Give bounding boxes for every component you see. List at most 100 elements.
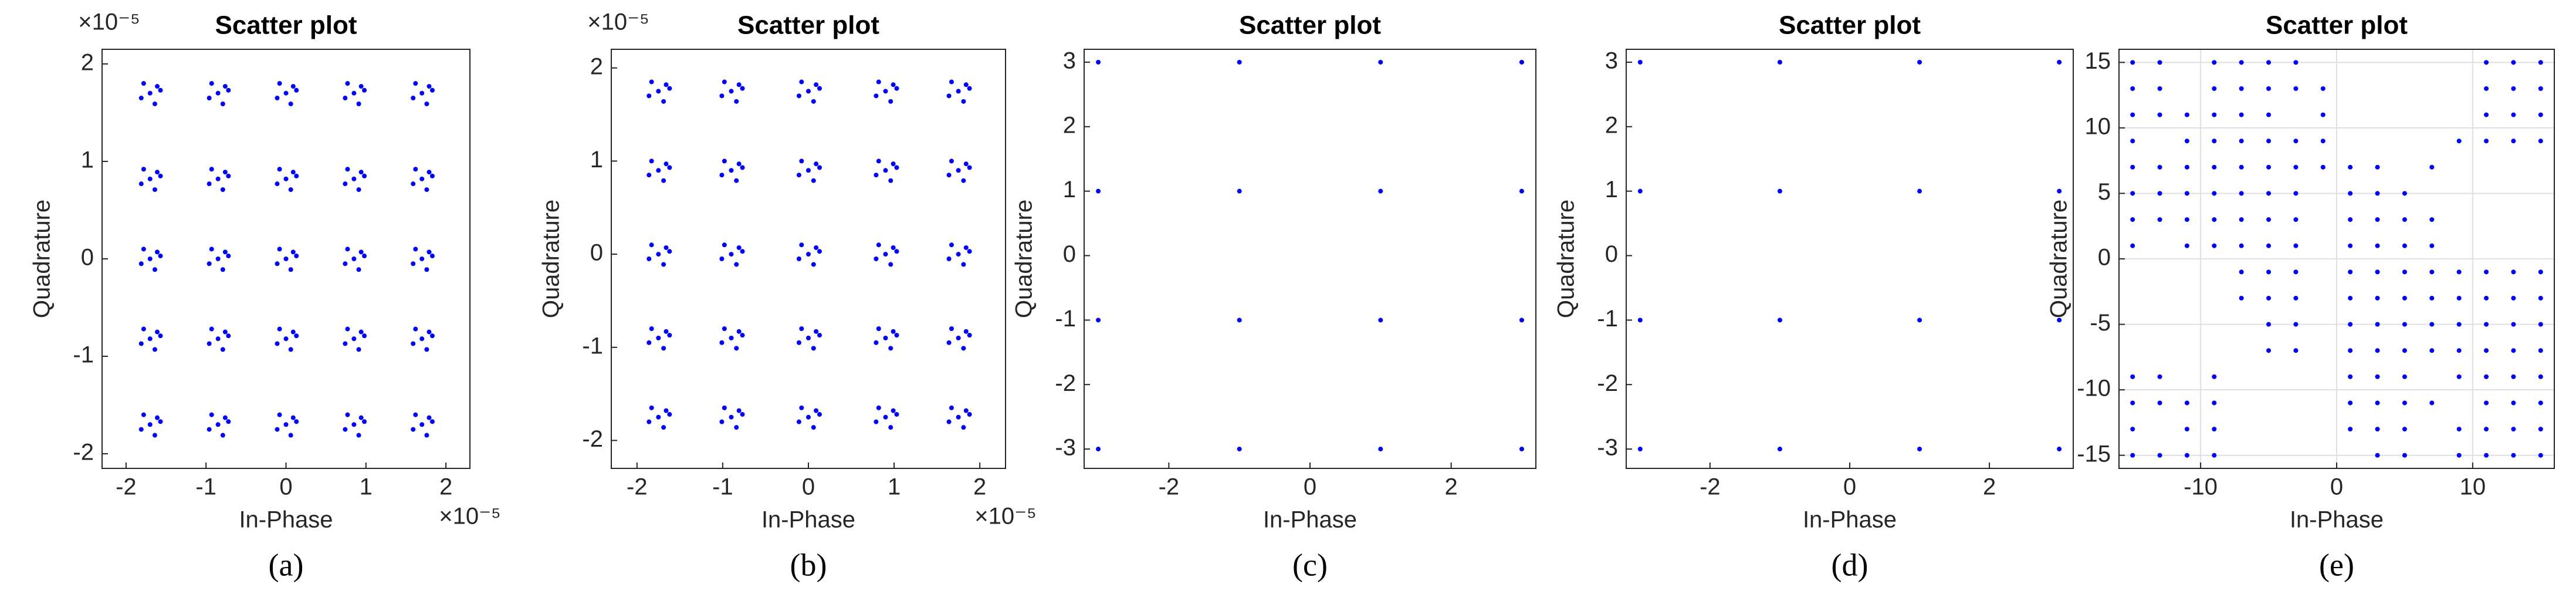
y-tick-label: 0 xyxy=(590,240,603,266)
point xyxy=(2212,427,2217,432)
point xyxy=(2538,400,2543,406)
x-tick-label: 0 xyxy=(279,474,292,500)
point xyxy=(2212,60,2217,65)
point xyxy=(1519,188,1524,194)
point xyxy=(411,261,416,266)
point xyxy=(734,425,739,430)
point xyxy=(2348,295,2353,301)
point xyxy=(817,165,822,170)
y-tick-label: -1 xyxy=(582,333,603,359)
point xyxy=(2538,295,2543,301)
y-axis-label: Quadrature xyxy=(1011,200,1037,318)
point xyxy=(141,326,146,332)
x-tick-label: 2 xyxy=(973,474,986,500)
point xyxy=(2184,112,2189,117)
point xyxy=(411,341,416,346)
point xyxy=(961,99,966,104)
point xyxy=(817,411,822,417)
y-tick-label: 3 xyxy=(1605,48,1618,74)
x-axis-label: In-Phase xyxy=(1263,507,1357,533)
caption: (c) xyxy=(1292,547,1328,582)
point xyxy=(661,425,666,430)
point xyxy=(796,93,801,99)
point xyxy=(2538,112,2543,117)
y-axis-label: Quadrature xyxy=(539,200,564,318)
point xyxy=(2293,139,2299,144)
point xyxy=(152,101,157,106)
point xyxy=(874,173,879,178)
point xyxy=(2239,139,2244,144)
point xyxy=(2375,164,2380,170)
point xyxy=(419,90,425,96)
point xyxy=(283,422,289,427)
point xyxy=(811,262,816,267)
x-tick-label: -10 xyxy=(2184,474,2218,500)
point xyxy=(2456,427,2462,432)
x-axis-label: In-Phase xyxy=(761,507,855,533)
point xyxy=(664,245,669,250)
point xyxy=(734,178,739,183)
point xyxy=(222,170,228,175)
point xyxy=(362,254,367,259)
point xyxy=(876,79,881,85)
point xyxy=(426,84,432,89)
point xyxy=(158,254,163,259)
point xyxy=(288,347,293,352)
caption: (b) xyxy=(790,547,827,582)
x-tick-label: 0 xyxy=(2330,474,2343,500)
point xyxy=(2266,322,2272,327)
point xyxy=(2538,427,2543,432)
point xyxy=(226,419,231,424)
point xyxy=(2293,164,2299,170)
point xyxy=(729,168,734,173)
y-tick-label: 2 xyxy=(1605,112,1618,138)
point xyxy=(411,96,416,101)
point xyxy=(2293,269,2299,275)
point xyxy=(2184,217,2189,222)
point xyxy=(277,247,282,252)
point xyxy=(222,415,228,420)
y-tick-label: -2 xyxy=(1055,370,1076,396)
point xyxy=(2538,269,2543,275)
y-tick-label: -1 xyxy=(1055,306,1076,332)
point xyxy=(736,408,742,413)
point xyxy=(411,427,416,432)
point xyxy=(351,176,357,181)
point xyxy=(2402,348,2407,353)
point xyxy=(2239,112,2244,117)
point xyxy=(138,341,144,346)
point xyxy=(2266,164,2272,170)
point xyxy=(2429,164,2435,170)
point xyxy=(1096,318,1101,323)
point xyxy=(719,173,725,178)
panel: -10 0 10 -15 -10 -5 0 5 10 15 Scatter plot In-Phase… xyxy=(2046,11,2555,582)
point xyxy=(956,414,961,420)
point xyxy=(419,336,425,342)
y-tick-label: 0 xyxy=(2098,245,2111,271)
point xyxy=(2239,217,2244,222)
point xyxy=(290,329,296,335)
point xyxy=(2375,191,2380,196)
point xyxy=(283,176,289,181)
x-tick-label: -2 xyxy=(1159,474,1180,500)
plot-area xyxy=(1626,49,2073,468)
panel: -2 0 2 -3 -2 -1 0 1 2 3 Scatter plot In-Phase Quadra… xyxy=(1553,11,2074,582)
point xyxy=(891,329,896,334)
point xyxy=(664,82,669,87)
point xyxy=(661,99,666,104)
point xyxy=(275,181,280,187)
point xyxy=(891,161,896,167)
point xyxy=(2212,164,2217,170)
x-tick-label: -1 xyxy=(712,474,733,500)
point xyxy=(158,419,163,424)
point xyxy=(876,405,881,410)
point xyxy=(294,173,299,178)
point xyxy=(141,247,146,252)
point xyxy=(1096,59,1101,65)
point xyxy=(2212,86,2217,91)
x-axis-label: In-Phase xyxy=(2290,507,2384,533)
point xyxy=(351,422,357,427)
axes-box xyxy=(1084,49,1536,469)
point xyxy=(2484,348,2489,353)
point xyxy=(413,167,418,172)
